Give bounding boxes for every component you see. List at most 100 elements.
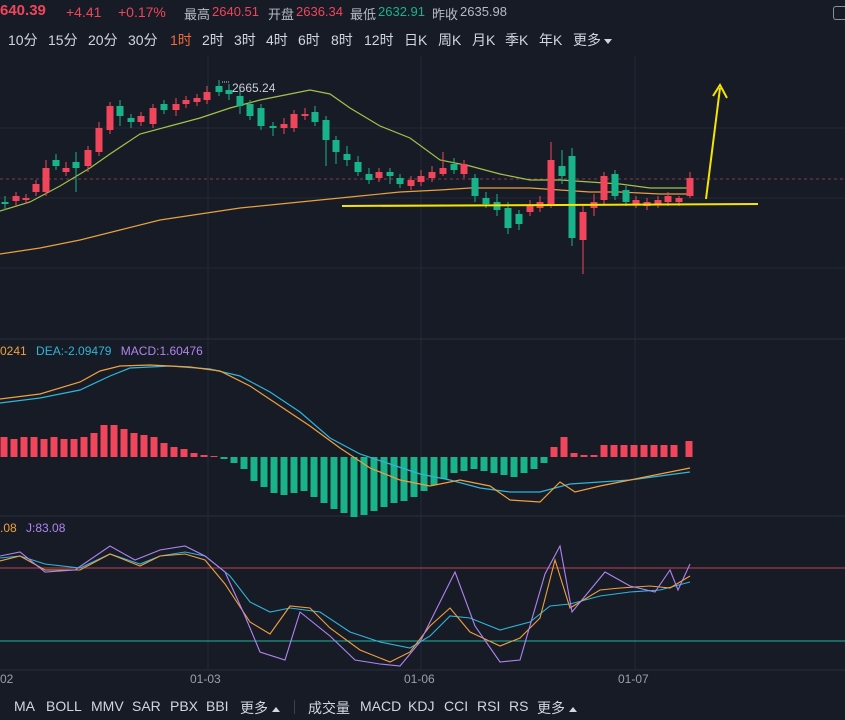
period-1h[interactable]: 1时 [170, 32, 192, 48]
candle-body [160, 104, 168, 110]
candle-body [225, 90, 233, 94]
low-label: 最低 [350, 7, 377, 22]
candle-body [236, 96, 244, 106]
macd-bar [180, 449, 188, 457]
indicator-kdj[interactable]: KDJ [408, 698, 435, 714]
period-15m[interactable]: 15分 [48, 32, 78, 48]
macd-histogram [0, 425, 693, 517]
candle-body [654, 200, 662, 204]
candle-body [193, 98, 201, 102]
period-30m[interactable]: 30分 [128, 32, 158, 48]
period-month[interactable]: 月K [472, 32, 496, 48]
macd-bar [420, 457, 428, 491]
period-more-label: 更多 [573, 32, 601, 48]
macd-bar [280, 457, 288, 495]
chart-area[interactable]: 2665.24 [0, 56, 845, 692]
candle-body [450, 164, 458, 170]
macd-bar [0, 437, 8, 457]
macd-bar [600, 445, 608, 457]
candle-body [354, 162, 362, 172]
candle-body [22, 198, 30, 200]
indicator-ma[interactable]: MA [14, 698, 35, 714]
candle-body [332, 140, 340, 152]
candle-body [203, 92, 211, 100]
macd-bar [380, 457, 388, 507]
period-2h[interactable]: 2时 [202, 32, 224, 48]
period-year[interactable]: 年K [539, 32, 563, 48]
candle-body [600, 176, 608, 200]
x-axis-label: 02 [0, 672, 14, 686]
macd-bar [230, 457, 238, 463]
indicator-sar[interactable]: SAR [132, 698, 161, 714]
quote-bar: 640.39 +4.41 +0.17% 最高 2640.51 开盘 2636.3… [0, 0, 845, 24]
period-week[interactable]: 周K [438, 32, 462, 48]
macd-bar [685, 441, 693, 457]
kdj-d-line [0, 553, 691, 663]
open-value: 2636.34 [296, 4, 343, 19]
macd-bar [470, 457, 478, 469]
period-10m[interactable]: 10分 [8, 32, 38, 48]
kdj-k-line [0, 551, 691, 649]
macd-bar [160, 443, 168, 457]
period-day[interactable]: 日K [404, 32, 428, 48]
macd-bar [500, 457, 508, 475]
macd-dif-value: 0241 [0, 344, 27, 358]
candle-body [172, 104, 180, 110]
candle-body [182, 100, 190, 104]
macd-bar [110, 425, 118, 457]
sub-indicator-more[interactable]: 更多 [537, 698, 577, 718]
period-4h[interactable]: 4时 [266, 32, 288, 48]
ma-fast-line [0, 89, 690, 212]
last-price: 640.39 [0, 2, 46, 19]
period-12h[interactable]: 12时 [364, 32, 394, 48]
candle-body [280, 124, 288, 128]
period-20m[interactable]: 20分 [88, 32, 118, 48]
indicator-boll[interactable]: BOLL [46, 698, 82, 714]
candle-body [311, 112, 319, 122]
indicator-bar: MA BOLL MMV SAR PBX BBI 更多 成交量 MACD KDJ … [0, 692, 845, 720]
candle-body [343, 154, 351, 160]
grid [0, 56, 845, 670]
candle-body [72, 162, 80, 168]
macd-bar [50, 437, 58, 457]
macd-bar [210, 456, 218, 457]
candle-body [290, 114, 298, 128]
indicator-macd[interactable]: MACD [360, 698, 402, 714]
period-3h[interactable]: 3时 [234, 32, 256, 48]
macd-bar [440, 457, 448, 479]
indicator-cci[interactable]: CCI [444, 698, 469, 714]
period-6h[interactable]: 6时 [298, 32, 320, 48]
indicator-bbi[interactable]: BBI [206, 698, 229, 714]
indicator-volume[interactable]: 成交量 [308, 700, 350, 716]
kdj-j-value: J:83.08 [26, 521, 66, 535]
macd-bar [410, 457, 418, 497]
main-indicator-more[interactable]: 更多 [240, 698, 280, 718]
candle-body [84, 150, 92, 166]
upward-arrow-annotation [705, 87, 721, 200]
period-8h[interactable]: 8时 [331, 32, 353, 48]
candle-body [149, 108, 157, 124]
arrow-head-icon [712, 83, 728, 99]
candle-body [482, 198, 490, 204]
indicator-rsi[interactable]: RSI [477, 698, 501, 714]
macd-macd-value: MACD:1.60476 [120, 344, 203, 358]
macd-bar [120, 429, 128, 457]
period-quarter[interactable]: 季K [505, 32, 529, 48]
calendar-icon[interactable] [833, 6, 845, 20]
candle-body [106, 106, 114, 130]
indicator-pbx[interactable]: PBX [170, 698, 199, 714]
candle-body [417, 176, 425, 182]
period-more[interactable]: 更多 [573, 30, 612, 50]
indicator-mmv[interactable]: MMV [91, 698, 124, 714]
candle-body [664, 196, 672, 202]
candle-body [675, 198, 683, 202]
macd-bar [640, 445, 648, 457]
macd-bar [200, 455, 208, 457]
ma-slow-line [0, 187, 690, 255]
candlesticks [1, 80, 694, 274]
candle-body [568, 156, 576, 238]
macd-bar [270, 457, 278, 493]
chevron-up-icon [272, 706, 280, 712]
indicator-rs[interactable]: RS [509, 698, 529, 714]
candle-body [12, 196, 20, 201]
